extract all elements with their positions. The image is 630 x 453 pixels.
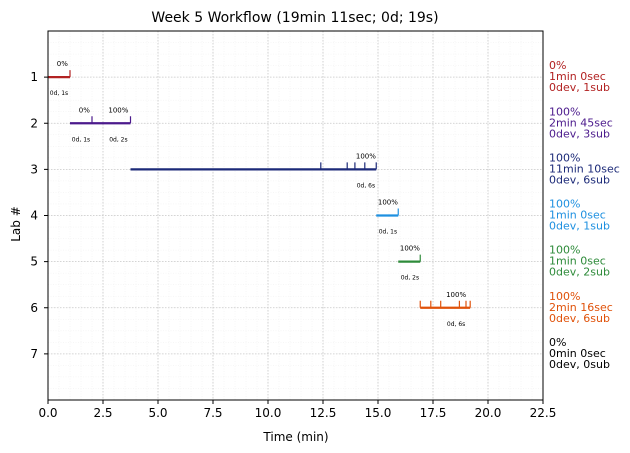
duration-label: 0d, 1s bbox=[72, 136, 90, 143]
x-tick-label: 10.0 bbox=[255, 406, 282, 420]
side-label-line: 1min 0sec bbox=[549, 209, 606, 222]
side-label-line: 100% bbox=[549, 244, 580, 257]
side-label-line: 0% bbox=[549, 336, 566, 349]
y-axis: 1 2 3 4 5 6 7 bbox=[30, 70, 48, 361]
side-label-line: 0dev, 6sub bbox=[549, 173, 610, 186]
x-tick-label: 0.0 bbox=[38, 406, 57, 420]
side-label-line: 0% bbox=[549, 59, 566, 72]
y-tick-label: 4 bbox=[30, 209, 38, 223]
side-label-line: 0dev, 0sub bbox=[549, 358, 610, 371]
duration-label: 0d, 1s bbox=[379, 229, 397, 236]
x-axis-label: Time (min) bbox=[262, 430, 328, 444]
percent-label: 100% bbox=[378, 199, 398, 207]
y-axis-label: Lab # bbox=[9, 206, 23, 242]
x-tick-label: 20.0 bbox=[475, 406, 502, 420]
bars: 0% 0d, 1s 0% 100% 0d, 1s 0d, 2s 100% 0d, 6s 100%… bbox=[48, 60, 471, 328]
x-tick-label: 22.5 bbox=[530, 406, 557, 420]
percent-label: 100% bbox=[446, 291, 466, 299]
side-label-line: 0dev, 2sub bbox=[549, 266, 610, 279]
x-tick-label: 2.5 bbox=[93, 406, 112, 420]
percent-label: 100% bbox=[400, 245, 420, 253]
side-label-line: 0dev, 1sub bbox=[549, 220, 610, 233]
percent-label: 100% bbox=[108, 106, 128, 114]
duration-label: 0d, 1s bbox=[50, 90, 68, 97]
y-tick-label: 1 bbox=[30, 70, 38, 84]
side-label-line: 100% bbox=[549, 151, 580, 164]
side-label-line: 2min 45sec bbox=[549, 116, 613, 129]
x-tick-label: 7.5 bbox=[203, 406, 222, 420]
y-tick-label: 5 bbox=[30, 255, 38, 269]
x-tick-label: 17.5 bbox=[420, 406, 447, 420]
side-label-line: 0dev, 6sub bbox=[549, 312, 610, 325]
side-label-line: 2min 16sec bbox=[549, 301, 613, 314]
duration-label: 0d, 2s bbox=[109, 136, 127, 143]
duration-label: 0d, 6s bbox=[357, 182, 375, 189]
y-tick-label: 3 bbox=[30, 162, 38, 176]
x-tick-label: 5.0 bbox=[148, 406, 167, 420]
y-tick-label: 2 bbox=[30, 116, 38, 130]
side-label-line: 100% bbox=[549, 198, 580, 211]
side-label-line: 100% bbox=[549, 105, 580, 118]
side-label-line: 1min 0sec bbox=[549, 255, 606, 268]
side-label-line: 0dev, 3sub bbox=[549, 127, 610, 140]
percent-label: 0% bbox=[57, 60, 68, 68]
grid bbox=[47, 30, 544, 401]
x-tick-label: 15.0 bbox=[365, 406, 392, 420]
x-tick-label: 12.5 bbox=[310, 406, 337, 420]
percent-label: 0% bbox=[79, 106, 90, 114]
y-tick-label: 6 bbox=[30, 301, 38, 315]
side-label-line: 11min 10sec bbox=[549, 162, 620, 175]
side-label-line: 0min 0sec bbox=[549, 347, 606, 360]
y-tick-label: 7 bbox=[30, 347, 38, 361]
duration-label: 0d, 2s bbox=[401, 275, 419, 282]
side-label-line: 1min 0sec bbox=[549, 70, 606, 83]
duration-label: 0d, 6s bbox=[447, 321, 465, 328]
chart-title: Week 5 Workflow (19min 11sec; 0d; 19s) bbox=[151, 10, 438, 26]
percent-label: 100% bbox=[356, 152, 376, 160]
side-label-line: 0dev, 1sub bbox=[549, 81, 610, 94]
x-axis: 0.0 2.5 5.0 7.5 10.0 12.5 15.0 17.5 20.0 22.5 bbox=[38, 400, 556, 420]
side-label-line: 100% bbox=[549, 290, 580, 303]
